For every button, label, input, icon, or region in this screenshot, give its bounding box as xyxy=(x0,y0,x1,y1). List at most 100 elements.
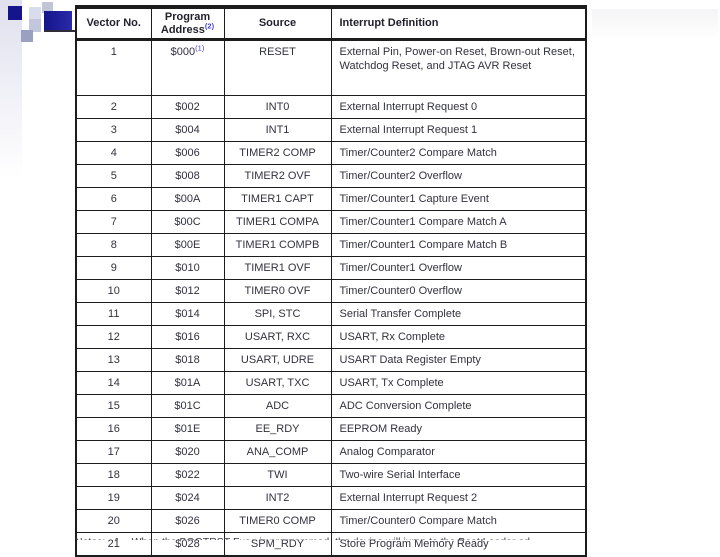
source-cell: TIMER1 OVF xyxy=(223,256,332,280)
source-cell: SPI, STC xyxy=(223,302,332,326)
table-row: 16 $01E EE_RDY EEPROM Ready xyxy=(75,417,587,441)
bottom-footnote-clipped: Notes: 1. When the BOOTRST Fuse is progr… xyxy=(75,537,695,540)
program-address-cell: $01A xyxy=(150,371,225,395)
vector-no-cell: 14 xyxy=(75,371,152,395)
decoration-square-light xyxy=(29,7,41,19)
table-row: 18 $022 TWI Two-wire Serial Interface xyxy=(75,463,587,487)
interrupt-definition-cell: USART, Rx Complete xyxy=(330,325,587,349)
vector-no-cell: 8 xyxy=(75,233,152,257)
decoration-square-navy-small xyxy=(8,6,22,20)
decoration-square-lavender xyxy=(29,19,41,32)
program-address-cell: $016 xyxy=(150,325,225,349)
program-address-cell: $00E xyxy=(150,233,225,257)
program-address-cell: $022 xyxy=(150,463,225,487)
vector-no-cell: 4 xyxy=(75,141,152,165)
program-address-cell: $004 xyxy=(150,118,225,142)
table-row: 5 $008 TIMER2 OVF Timer/Counter2 Overflow xyxy=(75,164,587,188)
program-address-cell: $024 xyxy=(150,486,225,510)
source-cell: TWI xyxy=(223,463,332,487)
program-address-line2: Address xyxy=(160,23,205,36)
interrupt-definition-cell: Timer/Counter0 Compare Match xyxy=(330,509,587,533)
vector-no-cell: 5 xyxy=(75,164,152,188)
interrupt-definition-cell: Two-wire Serial Interface xyxy=(330,463,587,487)
interrupt-definition-cell: Serial Transfer Complete xyxy=(330,302,587,326)
decoration-square-gray-mid xyxy=(21,30,33,42)
program-address-cell: $014 xyxy=(150,302,225,326)
table-row: 2 $002 INT0 External Interrupt Request 0 xyxy=(75,95,587,119)
decoration-underline xyxy=(44,30,75,32)
program-address-line1: Program xyxy=(164,10,211,23)
interrupt-definition-cell: Timer/Counter1 Compare Match B xyxy=(330,233,587,257)
table-row: 4 $006 TIMER2 COMP Timer/Counter2 Compare M… xyxy=(75,141,587,165)
program-address-cell: $020 xyxy=(150,440,225,464)
program-address-cell: $008 xyxy=(150,164,225,188)
table-row: 14 $01A USART, TXC USART, Tx Complete xyxy=(75,371,587,395)
source-cell: EE_RDY xyxy=(223,417,332,441)
program-address-cell: $00A xyxy=(150,187,225,211)
source-cell: TIMER0 COMP xyxy=(223,509,332,533)
column-header-program-address: Program Address(2) xyxy=(150,6,225,41)
interrupt-definition-cell: External Interrupt Request 2 xyxy=(330,486,587,510)
vector-no-cell: 10 xyxy=(75,279,152,303)
interrupt-definition-cell: ADC Conversion Complete xyxy=(330,394,587,418)
source-cell: USART, RXC xyxy=(223,325,332,349)
source-cell: RESET xyxy=(223,39,332,96)
source-cell: ANA_COMP xyxy=(223,440,332,464)
vector-no-cell: 17 xyxy=(75,440,152,464)
interrupt-definition-cell: EEPROM Ready xyxy=(330,417,587,441)
table-header-row: Vector No. Program Address(2) Source Inte… xyxy=(75,6,587,41)
table-row: 7 $00C TIMER1 COMPA Timer/Counter1 Compare … xyxy=(75,210,587,234)
vector-table-body: 1 $000(1) RESET External Pin, Power-on Rese… xyxy=(75,39,587,557)
interrupt-definition-cell: External Interrupt Request 0 xyxy=(330,95,587,119)
table-row: 17 $020 ANA_COMP Analog Comparator xyxy=(75,440,587,464)
source-cell: INT2 xyxy=(223,486,332,510)
vector-no-cell: 12 xyxy=(75,325,152,349)
faint-artifact xyxy=(592,9,718,37)
interrupt-definition-cell: Timer/Counter2 Overflow xyxy=(330,164,587,188)
table-row: 20 $026 TIMER0 COMP Timer/Counter0 Compare … xyxy=(75,509,587,533)
vector-no-cell: 6 xyxy=(75,187,152,211)
vector-no-cell: 2 xyxy=(75,95,152,119)
vector-no-cell: 20 xyxy=(75,509,152,533)
table-row: 1 $000(1) RESET External Pin, Power-on Rese… xyxy=(75,39,587,96)
table-row: 9 $010 TIMER1 OVF Timer/Counter1 Overflow xyxy=(75,256,587,280)
interrupt-definition-cell: USART Data Register Empty xyxy=(330,348,587,372)
footnote-ref-2: (2) xyxy=(204,20,215,30)
program-address-cell: $010 xyxy=(150,256,225,280)
program-address-cell: $026 xyxy=(150,509,225,533)
table-row: 11 $014 SPI, STC Serial Transfer Complete xyxy=(75,302,587,326)
interrupt-definition-cell: Timer/Counter0 Overflow xyxy=(330,279,587,303)
interrupt-definition-cell: USART, Tx Complete xyxy=(330,371,587,395)
table-row: 12 $016 USART, RXC USART, Rx Complete xyxy=(75,325,587,349)
source-cell: USART, UDRE xyxy=(223,348,332,372)
source-cell: INT0 xyxy=(223,95,332,119)
slide-corner-decoration xyxy=(0,0,80,240)
interrupt-definition-cell: Timer/Counter1 Overflow xyxy=(330,256,587,280)
source-cell: TIMER2 OVF xyxy=(223,164,332,188)
vector-no-cell: 18 xyxy=(75,463,152,487)
program-address-cell: $01C xyxy=(150,394,225,418)
vector-no-cell: 1 xyxy=(75,39,152,96)
vector-no-cell: 13 xyxy=(75,348,152,372)
vector-no-cell: 16 xyxy=(75,417,152,441)
vector-no-cell: 9 xyxy=(75,256,152,280)
program-address-cell: $002 xyxy=(150,95,225,119)
table-row: 19 $024 INT2 External Interrupt Request 2 xyxy=(75,486,587,510)
table-row: 3 $004 INT1 External Interrupt Request 1 xyxy=(75,118,587,142)
interrupt-vector-table: Vector No. Program Address(2) Source Inte… xyxy=(75,5,587,557)
table-row: 8 $00E TIMER1 COMPB Timer/Counter1 Compare … xyxy=(75,233,587,257)
decoration-square-gray-top xyxy=(42,2,53,13)
decoration-square-navy-big xyxy=(44,11,72,31)
source-cell: ADC xyxy=(223,394,332,418)
vector-no-cell: 7 xyxy=(75,210,152,234)
table-row: 13 $018 USART, UDRE USART Data Register Emp… xyxy=(75,348,587,372)
interrupt-definition-cell: Timer/Counter1 Capture Event xyxy=(330,187,587,211)
program-address-cell: $012 xyxy=(150,279,225,303)
program-address-cell: $006 xyxy=(150,141,225,165)
interrupt-definition-cell: Analog Comparator xyxy=(330,440,587,464)
column-header-interrupt-definition: Interrupt Definition xyxy=(330,6,587,41)
source-cell: INT1 xyxy=(223,118,332,142)
left-gradient-strip xyxy=(0,0,22,210)
program-address-cell: $00C xyxy=(150,210,225,234)
vector-no-cell: 3 xyxy=(75,118,152,142)
